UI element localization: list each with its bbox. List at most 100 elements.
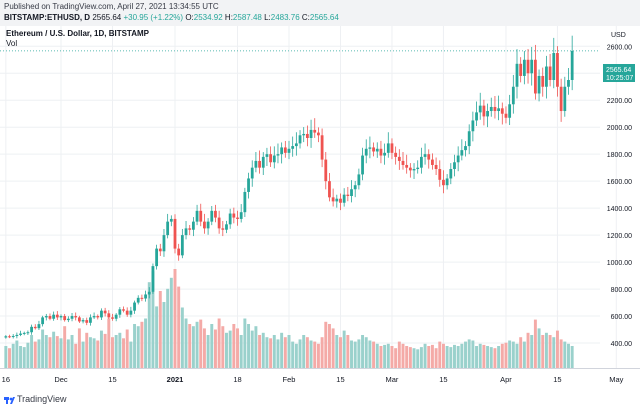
volume-bar <box>92 338 96 368</box>
price-chart[interactable]: 400.00 600.00 800.00 1000.00 1200.00 1400.00 1… <box>0 26 640 392</box>
volume-bar <box>177 286 181 368</box>
candle <box>478 92 482 120</box>
candle <box>41 315 45 327</box>
candle <box>563 76 567 117</box>
candle <box>500 102 504 125</box>
candle <box>489 97 493 117</box>
candle <box>570 35 574 91</box>
volume-bar <box>22 347 26 368</box>
candle <box>250 160 254 187</box>
candle <box>55 311 59 320</box>
candle <box>26 330 30 335</box>
candle <box>287 140 291 160</box>
candle <box>210 205 214 226</box>
y-tick-label: 800.00 <box>611 287 633 294</box>
candle <box>364 139 368 164</box>
volume-bar <box>386 343 390 368</box>
candle <box>390 138 394 160</box>
axis-unit: USD <box>611 32 626 39</box>
last-price: 2565.64 <box>606 67 631 74</box>
candle <box>254 151 258 173</box>
candle <box>291 136 295 157</box>
candle <box>243 187 247 217</box>
volume-bar <box>548 335 552 368</box>
volume-bar <box>475 346 479 368</box>
volume-bar <box>236 328 239 368</box>
volume-bar <box>88 337 92 368</box>
candle <box>63 313 67 322</box>
candle <box>239 204 243 223</box>
y-tick-label: 1600.00 <box>607 179 632 186</box>
y-tick-label: 400.00 <box>611 341 633 348</box>
low-value: 2483.76 <box>270 13 300 22</box>
candle <box>541 67 545 97</box>
candle <box>431 153 434 170</box>
candle <box>305 125 309 147</box>
volume-bar <box>449 347 453 368</box>
candle <box>103 307 107 317</box>
volume-bar <box>151 271 155 368</box>
volume-bar <box>70 335 74 368</box>
x-tick-label: Apr <box>500 375 512 384</box>
volume-bar <box>114 335 118 368</box>
candle <box>188 224 192 236</box>
volume-bar <box>427 346 431 368</box>
volume-bar <box>103 333 107 368</box>
volume-bar <box>239 335 243 368</box>
volume-bar <box>533 319 537 368</box>
candle <box>136 295 140 305</box>
time-axis[interactable]: 16 Dec 15 2021 18 Feb 15 Mar 15 Apr 15 May <box>0 368 640 385</box>
volume-bar <box>221 326 225 368</box>
candle <box>449 163 453 185</box>
x-tick-label: 18 <box>233 375 241 384</box>
prev-close-value: 2534.92 <box>193 13 223 22</box>
volume-bar <box>247 324 251 368</box>
candle <box>317 127 320 143</box>
change-value: +30.95 (+1.22%) <box>123 13 184 22</box>
volume-bar <box>335 335 339 368</box>
volume-bar <box>559 339 563 368</box>
volume-bar <box>228 330 232 368</box>
candle <box>526 48 530 84</box>
candle <box>214 204 217 223</box>
candle <box>33 324 37 330</box>
volume-bar <box>394 348 398 368</box>
x-tick-label: Dec <box>54 375 68 384</box>
candle <box>85 317 89 326</box>
volume-bar <box>320 337 324 368</box>
volume-bar <box>563 341 567 368</box>
candle <box>81 318 85 324</box>
volume-bar <box>519 337 523 368</box>
candle <box>445 174 449 190</box>
candle <box>357 168 361 190</box>
candle <box>59 314 63 321</box>
candle <box>162 228 166 257</box>
x-tick-label: 15 <box>108 375 116 384</box>
candle <box>8 334 11 339</box>
volume-bar <box>570 346 574 368</box>
candle <box>44 313 48 321</box>
candle <box>309 119 313 148</box>
volume-bar <box>213 329 217 368</box>
volume-bar <box>441 343 445 368</box>
price-axis[interactable]: 400.00 600.00 800.00 1000.00 1200.00 1400.00 1… <box>607 44 632 348</box>
volume-bar <box>541 335 545 368</box>
candle <box>552 37 556 89</box>
candle <box>416 160 420 174</box>
volume-bar <box>486 346 490 368</box>
volume-bar <box>250 330 254 368</box>
candle <box>438 160 442 187</box>
volume-bar <box>283 337 287 368</box>
candle <box>331 188 335 207</box>
volume-bar <box>173 269 177 368</box>
volume-bar <box>313 341 317 368</box>
volume-bar <box>412 348 416 368</box>
volume-bar <box>497 346 501 368</box>
volume-bar <box>515 343 519 368</box>
candle <box>11 334 15 339</box>
candle <box>434 157 438 175</box>
candle <box>203 213 206 234</box>
volume-bar <box>55 336 59 368</box>
candle <box>155 244 159 270</box>
volume-bar <box>118 332 122 368</box>
